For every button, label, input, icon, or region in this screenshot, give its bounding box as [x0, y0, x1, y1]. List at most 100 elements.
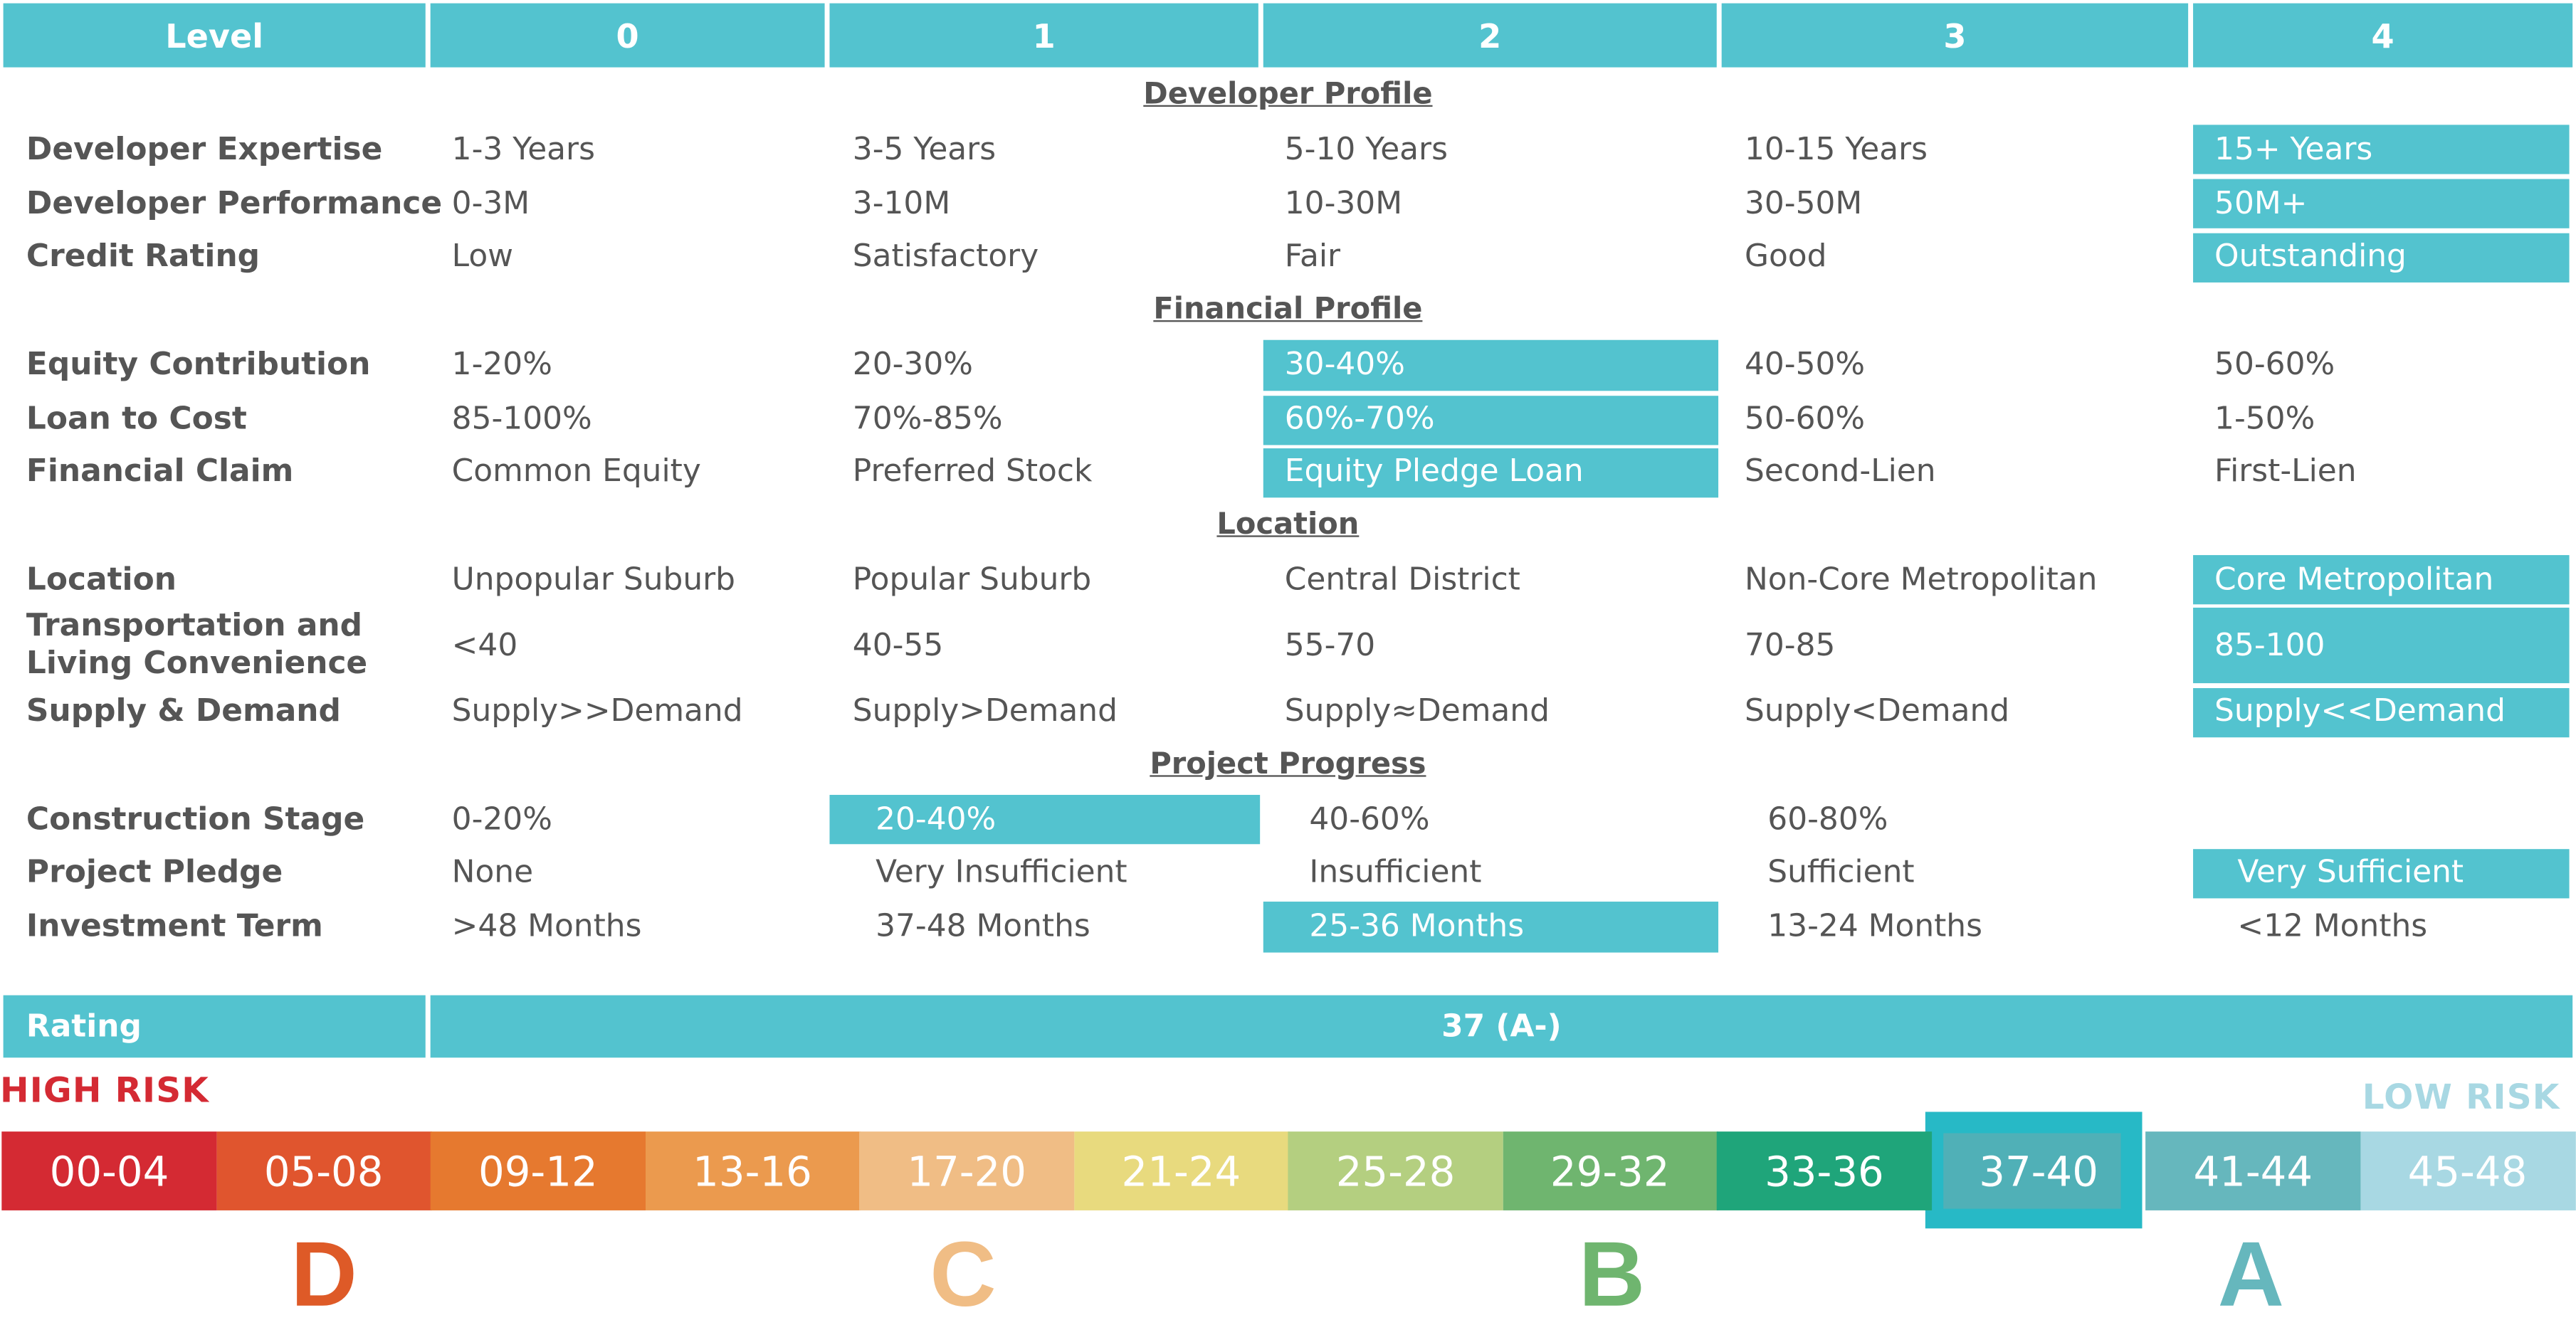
- score-segment: 17-20: [859, 1131, 1075, 1210]
- highlight-pledge: [2193, 849, 2570, 899]
- cell-term-4: <12 Months: [2237, 908, 2428, 945]
- cell-ltc-0: 85-100%: [451, 401, 592, 437]
- cell-location-4: Core Metropolitan: [2214, 561, 2494, 598]
- cell-transport-2: 55-70: [1284, 627, 1376, 664]
- row-label-developer-performance: Developer Performance: [26, 185, 443, 222]
- cell-credit-3: Good: [1744, 238, 1827, 275]
- highlight-ltc: [1263, 396, 1719, 445]
- grade-d: D: [290, 1222, 357, 1325]
- highlight-credit: [2193, 233, 2570, 283]
- section-location: Location: [1216, 507, 1360, 542]
- row-label-loan-to-cost: Loan to Cost: [26, 401, 247, 437]
- row-label-transportation-line2: Living Convenience: [26, 645, 368, 682]
- cell-pledge-0: None: [451, 854, 534, 890]
- cell-supply-3: Supply<Demand: [1744, 692, 2010, 729]
- cell-supply-2: Supply≈Demand: [1284, 692, 1550, 729]
- cell-equity-2: 30-40%: [1284, 346, 1405, 383]
- cell-location-2: Central District: [1284, 561, 1520, 598]
- highlight-expertise: [2193, 125, 2570, 174]
- rating-label: Rating: [3, 995, 426, 1058]
- row-label-construction-stage: Construction Stage: [26, 801, 365, 838]
- score-segment: 45-48: [2360, 1131, 2575, 1210]
- grade-a: A: [2217, 1222, 2285, 1325]
- score-segment: 25-28: [1288, 1131, 1503, 1210]
- section-project-progress: Project Progress: [1150, 747, 1426, 782]
- cell-performance-2: 10-30M: [1284, 185, 1403, 222]
- header-level-label: Level: [3, 3, 426, 68]
- highlight-claim: [1263, 448, 1719, 498]
- cell-equity-1: 20-30%: [852, 346, 973, 383]
- row-label-supply-demand: Supply & Demand: [26, 692, 341, 729]
- row-label-location: Location: [26, 561, 177, 598]
- cell-construction-0: 0-20%: [451, 801, 552, 838]
- row-label-transportation: Transportation and Living Convenience: [26, 608, 367, 683]
- highlight-supply: [2193, 688, 2570, 738]
- cell-transport-1: 40-55: [852, 627, 944, 664]
- row-label-developer-expertise: Developer Expertise: [26, 131, 383, 168]
- score-segment: 29-32: [1502, 1131, 1718, 1210]
- row-label-equity-contribution: Equity Contribution: [26, 346, 371, 383]
- cell-supply-4: Supply<<Demand: [2214, 692, 2506, 729]
- cell-construction-3: 60-80%: [1767, 801, 1888, 838]
- cell-claim-1: Preferred Stock: [852, 453, 1093, 490]
- cell-transport-3: 70-85: [1744, 627, 1836, 664]
- cell-supply-1: Supply>Demand: [852, 692, 1118, 729]
- score-segment: 33-36: [1716, 1131, 1933, 1210]
- header-level-2: 2: [1263, 3, 1717, 68]
- section-financial-profile: Financial Profile: [1153, 292, 1423, 327]
- highlight-transport: [2193, 607, 2570, 684]
- cell-location-3: Non-Core Metropolitan: [1744, 561, 2098, 598]
- cell-credit-2: Fair: [1284, 238, 1341, 275]
- header-level-1: 1: [829, 3, 1258, 68]
- cell-construction-2: 40-60%: [1309, 801, 1430, 838]
- grade-c: C: [930, 1222, 997, 1325]
- score-segment: 21-24: [1073, 1131, 1289, 1210]
- high-risk-label: HIGH RISK: [0, 1070, 210, 1111]
- cell-expertise-0: 1-3 Years: [451, 131, 595, 168]
- cell-construction-1: 20-40%: [876, 801, 997, 838]
- score-segment: 41-44: [2145, 1131, 2361, 1210]
- row-label-financial-claim: Financial Claim: [26, 453, 294, 490]
- cell-term-3: 13-24 Months: [1767, 908, 1982, 945]
- cell-pledge-4: Very Sufficient: [2237, 854, 2464, 890]
- cell-pledge-3: Sufficient: [1767, 854, 1915, 890]
- cell-credit-4: Outstanding: [2214, 238, 2407, 275]
- cell-expertise-4: 15+ Years: [2214, 131, 2373, 168]
- highlight-construction: [829, 795, 1261, 845]
- score-segment: 13-16: [644, 1131, 861, 1210]
- cell-term-0: >48 Months: [451, 908, 642, 945]
- cell-equity-0: 1-20%: [451, 346, 552, 383]
- cell-transport-0: <40: [451, 627, 518, 664]
- cell-claim-2: Equity Pledge Loan: [1284, 453, 1584, 490]
- header-level-0: 0: [430, 3, 825, 68]
- cell-equity-3: 40-50%: [1744, 346, 1866, 383]
- score-segment-selected-fill: [1943, 1133, 2121, 1209]
- cell-expertise-2: 5-10 Years: [1284, 131, 1448, 168]
- row-label-project-pledge: Project Pledge: [26, 854, 283, 890]
- highlight-location: [2193, 555, 2570, 605]
- score-segment: 00-04: [1, 1131, 217, 1210]
- cell-performance-4: 50M+: [2214, 185, 2308, 222]
- cell-performance-3: 30-50M: [1744, 185, 1863, 222]
- highlight-equity: [1263, 339, 1719, 391]
- cell-credit-0: Low: [451, 238, 514, 275]
- cell-ltc-1: 70%-85%: [852, 401, 1003, 437]
- cell-location-1: Popular Suburb: [852, 561, 1092, 598]
- cell-supply-0: Supply>>Demand: [451, 692, 743, 729]
- grade-b: B: [1578, 1222, 1646, 1325]
- header-level-3: 3: [1721, 3, 2189, 68]
- cell-ltc-3: 50-60%: [1744, 401, 1866, 437]
- header-level-4: 4: [2193, 3, 2573, 68]
- row-label-investment-term: Investment Term: [26, 908, 323, 945]
- cell-equity-4: 50-60%: [2214, 346, 2335, 383]
- cell-ltc-2: 60%-70%: [1284, 401, 1435, 437]
- cell-ltc-4: 1-50%: [2214, 401, 2315, 437]
- cell-transport-4: 85-100: [2214, 627, 2325, 664]
- cell-term-1: 37-48 Months: [876, 908, 1090, 945]
- section-developer-profile: Developer Profile: [1143, 77, 1433, 112]
- row-label-transportation-line1: Transportation and: [26, 607, 363, 644]
- rating-value: 37 (A-): [430, 995, 2573, 1058]
- score-segment: 09-12: [430, 1131, 646, 1210]
- cell-expertise-3: 10-15 Years: [1744, 131, 1928, 168]
